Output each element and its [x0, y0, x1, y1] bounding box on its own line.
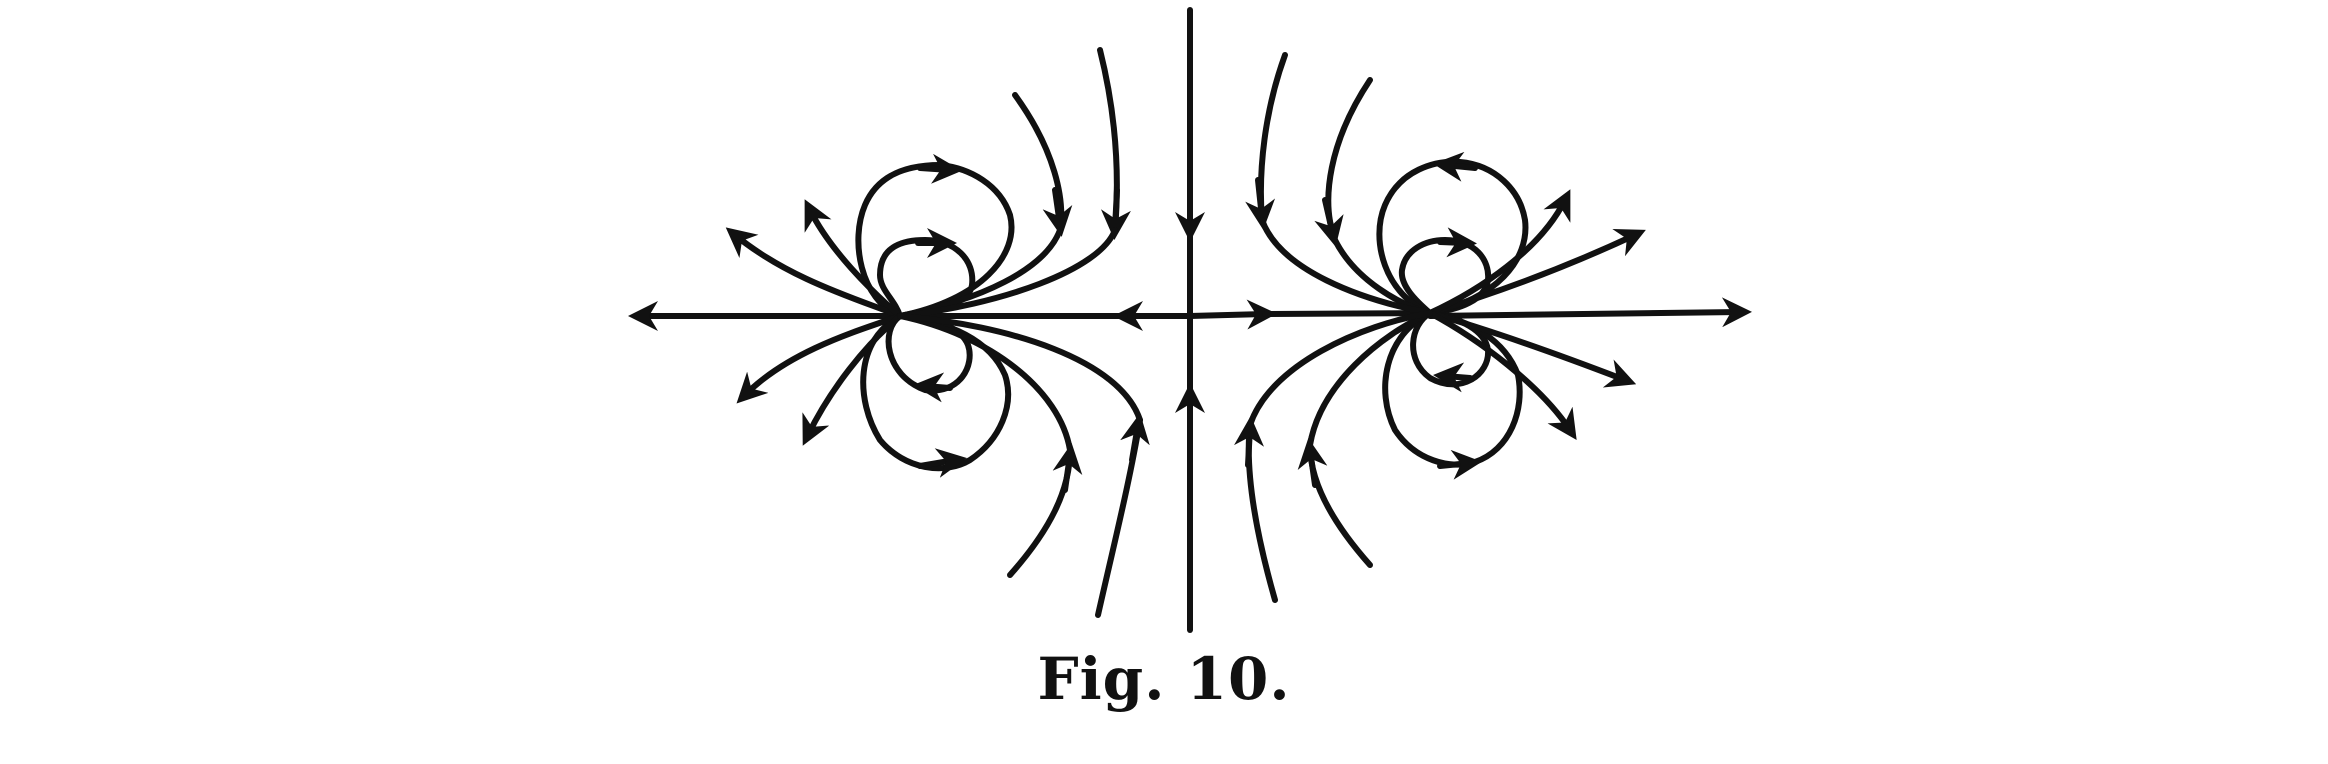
right-inward-bottom-2 — [1245, 422, 1278, 603]
left-outward-up-steep-arrow — [804, 199, 903, 319]
axis-center-right-arrow — [1187, 299, 1277, 330]
left-loop-upper-arrow — [917, 153, 962, 184]
left-inward-top-2-arrow — [1100, 187, 1131, 240]
left-inward-bottom-2-arrow — [1120, 413, 1150, 463]
right-loop-upper-arrow — [1433, 151, 1478, 182]
right-loop-lower-arrow — [1437, 449, 1482, 480]
right-inward-top-1-arrow — [1314, 197, 1344, 247]
right-inward-top-2-tail — [1259, 217, 1433, 316]
left-outward-down-arrow — [736, 313, 903, 404]
left-small-loop-lower — [885, 313, 973, 394]
right-outward-up-steep-arrow — [1427, 189, 1571, 316]
right-inward-bottom-2-tail — [1247, 310, 1433, 428]
left-inward-top-2-tail — [897, 227, 1118, 319]
right-inward-top-2-arrow — [1245, 177, 1276, 230]
left-outward-up-arrow — [725, 227, 903, 319]
right-small-loop-lower-arrow — [1433, 362, 1473, 393]
left-inward-bottom-1-arrow — [1052, 443, 1083, 493]
right-inward-bottom-1 — [1307, 442, 1373, 568]
right-inward-bottom-1-arrow — [1297, 438, 1328, 488]
right-outward-up-arrow — [1427, 229, 1646, 316]
left-loop-lower-arrow — [917, 448, 967, 478]
right-inward-bottom-2-arrow — [1234, 416, 1265, 468]
left-inward-bottom-1-tail — [897, 313, 1073, 453]
right-small-loop-upper-arrow — [1437, 227, 1477, 258]
left-small-loop-lower-arrow — [913, 372, 953, 403]
left-inward-bottom-1 — [1007, 447, 1073, 578]
right-inward-top-1 — [1325, 77, 1373, 243]
right-outward-down-steep-arrow — [1427, 310, 1577, 440]
axis-right-arrow — [1427, 297, 1752, 328]
left-inward-top-1 — [1012, 92, 1065, 233]
right-outward-down-arrow — [1427, 310, 1637, 388]
axis-center-segment-right — [1262, 310, 1433, 317]
left-inward-bottom-2-tail — [897, 313, 1143, 423]
right-inward-bottom-1-tail — [1307, 310, 1433, 448]
left-outward-down-steep-arrow — [802, 313, 903, 446]
left-inward-top-1-arrow — [1042, 187, 1073, 237]
figure-caption: Fig. 10. — [1037, 645, 1291, 713]
right-inward-top-2 — [1257, 52, 1288, 223]
